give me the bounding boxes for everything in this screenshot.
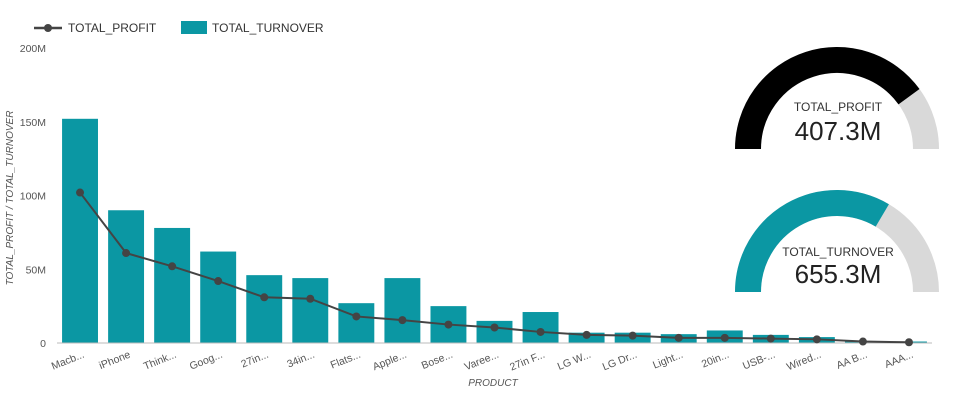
profit-point[interactable] (628, 331, 637, 340)
gauge-profit-fill (735, 47, 920, 150)
legend-label-turnover: TOTAL_TURNOVER (212, 21, 324, 35)
profit-point[interactable] (858, 337, 867, 346)
profit-point[interactable] (306, 294, 315, 303)
legend-item-profit[interactable]: TOTAL_PROFIT (34, 21, 157, 35)
x-tick-label: 27in F... (508, 349, 547, 374)
x-tick-label: LG W... (556, 349, 593, 373)
bar-turnover[interactable] (384, 278, 421, 343)
x-axis-title: PRODUCT (468, 378, 518, 389)
gauge-turnover-label: TOTAL_TURNOVER (782, 245, 894, 259)
profit-point[interactable] (812, 335, 821, 344)
y-tick-label: 150M (20, 117, 46, 129)
gauge-turnover-value: 655.3M (795, 259, 882, 289)
profit-point[interactable] (398, 316, 407, 325)
bar-turnover[interactable] (338, 303, 375, 343)
gauge-profit: TOTAL_PROFIT 407.3M (735, 47, 939, 150)
x-tick-label: AAA... (883, 349, 915, 371)
x-tick-label: Think... (142, 349, 178, 373)
gauge-profit-label: TOTAL_PROFIT (794, 100, 883, 114)
x-tick-label: 27in... (239, 349, 270, 371)
bar-turnover[interactable] (522, 312, 559, 343)
x-tick-label: Wired... (785, 349, 823, 374)
bar-series-turnover (62, 118, 927, 343)
legend-label-profit: TOTAL_PROFIT (68, 21, 157, 35)
x-tick-label: 34in... (285, 349, 316, 371)
profit-point[interactable] (904, 338, 913, 347)
bar-turnover[interactable] (246, 275, 283, 343)
x-tick-label: USB-... (741, 349, 777, 373)
profit-point[interactable] (76, 188, 85, 197)
gauge-turnover: TOTAL_TURNOVER 655.3M (735, 190, 939, 293)
x-axis-ticks: Macb... iPhone Think... Goog... 27in... 34in.… (50, 349, 915, 374)
x-tick-label: Flats... (329, 349, 363, 372)
x-tick-label: AA B... (835, 349, 869, 372)
chart-legend: TOTAL_PROFIT TOTAL_TURNOVER (34, 21, 324, 35)
profit-point[interactable] (490, 323, 499, 332)
y-axis-title: TOTAL_PROFIT / TOTAL_TURNOVER (5, 111, 16, 286)
profit-point[interactable] (444, 320, 453, 329)
y-tick-label: 200M (20, 43, 46, 55)
profit-point[interactable] (720, 333, 729, 342)
x-tick-label: Macb... (50, 349, 86, 373)
bar-turnover[interactable] (200, 251, 237, 343)
bar-turnover[interactable] (108, 210, 145, 343)
profit-point[interactable] (260, 293, 269, 302)
profit-point[interactable] (674, 333, 683, 342)
bar-turnover[interactable] (154, 227, 191, 343)
legend-item-turnover[interactable]: TOTAL_TURNOVER (181, 21, 324, 35)
x-tick-label: iPhone (97, 349, 132, 372)
x-tick-label: Light... (651, 349, 685, 372)
gauge-turnover-fill (735, 190, 889, 293)
y-tick-label: 50M (26, 264, 46, 276)
x-tick-label: Goog... (188, 349, 224, 373)
x-tick-label: Bose... (420, 349, 455, 372)
x-tick-label: Varee... (463, 349, 501, 374)
profit-point[interactable] (536, 327, 545, 336)
profit-point[interactable] (214, 277, 223, 286)
profit-point[interactable] (766, 334, 775, 343)
y-tick-label: 0 (40, 338, 46, 350)
profit-point[interactable] (122, 249, 131, 258)
bar-turnover[interactable] (62, 118, 98, 343)
y-tick-label: 100M (20, 191, 46, 203)
profit-point[interactable] (582, 330, 591, 339)
gauge-profit-value: 407.3M (795, 116, 882, 146)
x-tick-label: 20in... (700, 349, 731, 371)
line-series-profit (76, 188, 913, 347)
y-axis-ticks: 0 50M 100M 150M 200M (20, 43, 46, 350)
profit-point[interactable] (168, 262, 177, 271)
x-tick-label: Apple... (371, 349, 409, 373)
bar-turnover[interactable] (292, 278, 329, 343)
profit-point[interactable] (352, 312, 361, 321)
x-tick-label: LG Dr... (601, 349, 639, 374)
